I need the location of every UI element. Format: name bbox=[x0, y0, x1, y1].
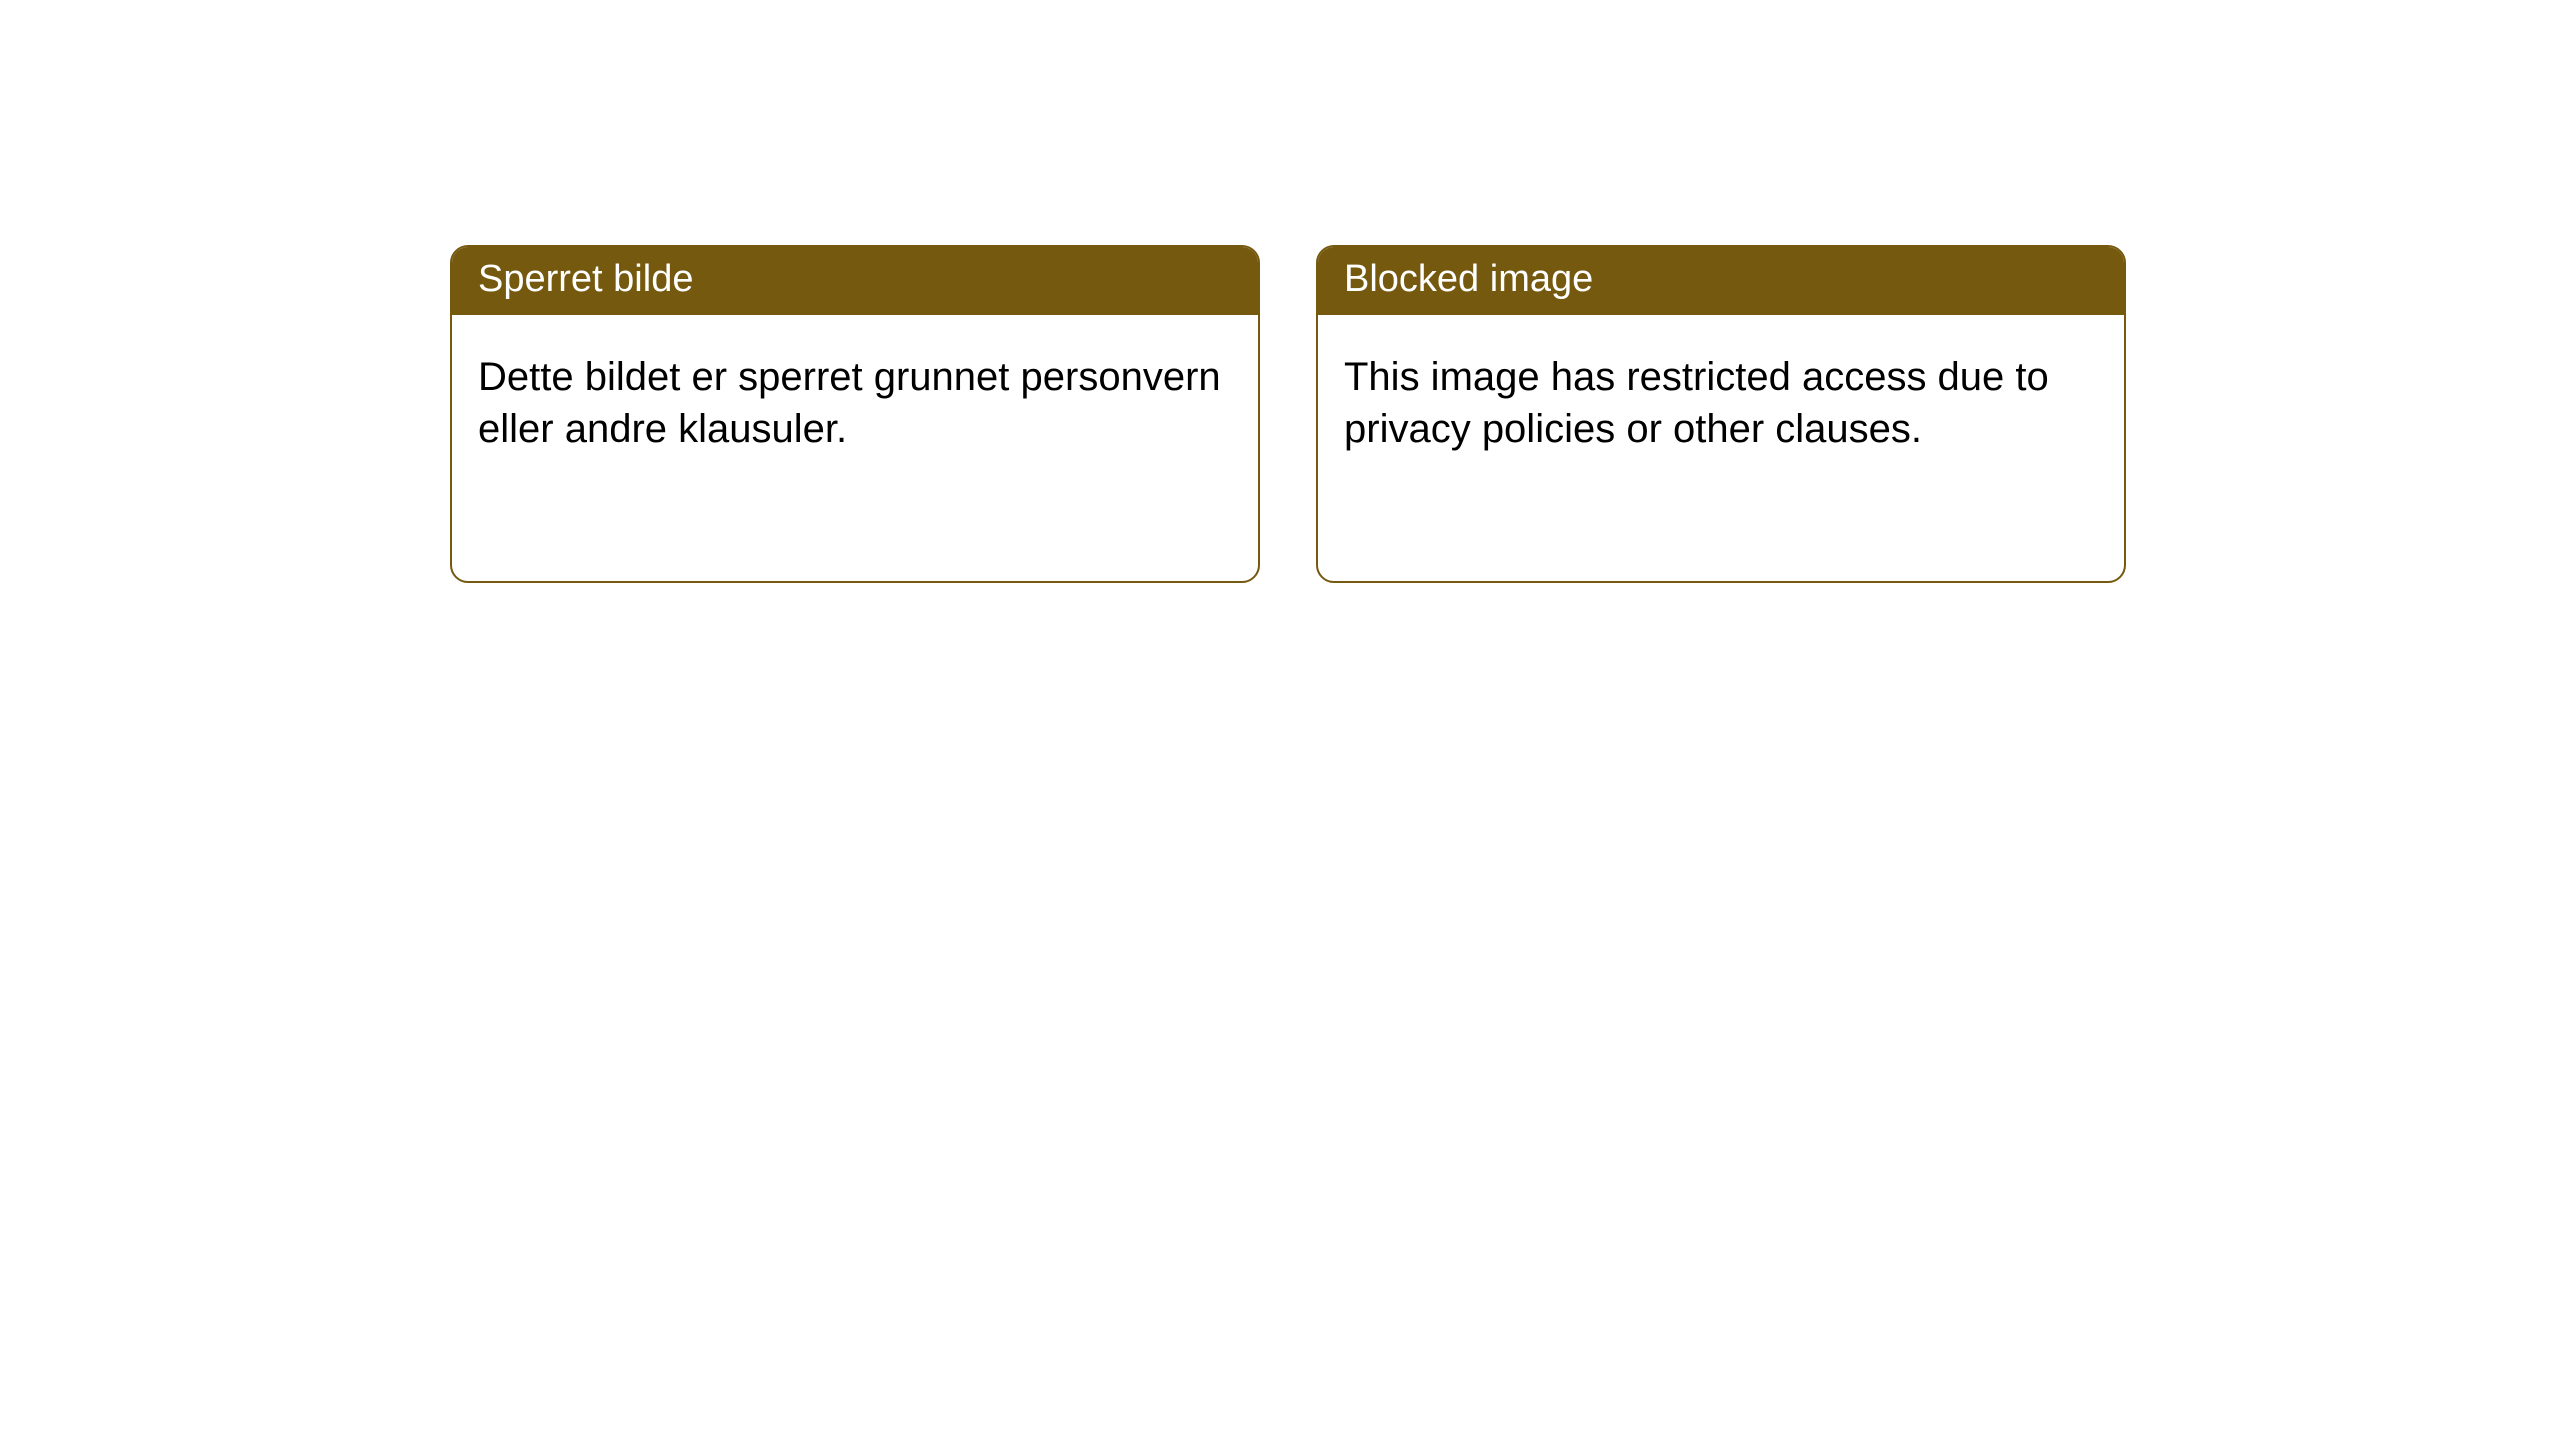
notice-card-english: Blocked image This image has restricted … bbox=[1316, 245, 2126, 583]
notice-body-norwegian: Dette bildet er sperret grunnet personve… bbox=[452, 315, 1258, 491]
notice-title-norwegian: Sperret bilde bbox=[452, 247, 1258, 315]
notice-container: Sperret bilde Dette bildet er sperret gr… bbox=[0, 0, 2560, 583]
notice-body-english: This image has restricted access due to … bbox=[1318, 315, 2124, 491]
notice-title-english: Blocked image bbox=[1318, 247, 2124, 315]
notice-card-norwegian: Sperret bilde Dette bildet er sperret gr… bbox=[450, 245, 1260, 583]
